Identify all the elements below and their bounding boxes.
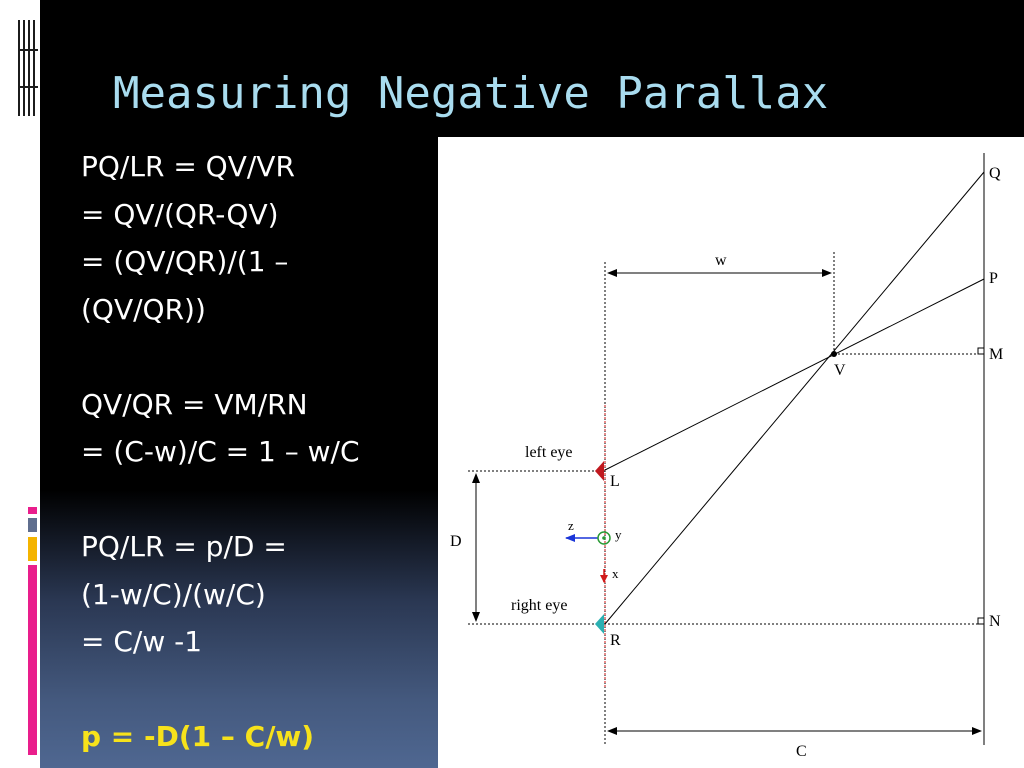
- equation-line: PQ/LR = p/D =: [81, 530, 287, 563]
- equation-line: PQ/LR = QV/VR: [81, 150, 295, 183]
- result-equation: p = -D(1 – C/w): [81, 720, 315, 753]
- accent-bar-gray: [28, 518, 37, 532]
- accent-bar-yellow: [28, 537, 37, 561]
- label-r: R: [610, 632, 621, 649]
- grid-icon: [0, 14, 38, 119]
- sight-line-lp: [604, 278, 985, 471]
- equation-line: QV/QR = VM/RN: [81, 387, 308, 421]
- right-angle-m: [977, 347, 985, 355]
- label-left-eye: left eye: [525, 444, 573, 461]
- label-p: P: [989, 270, 998, 287]
- left-eye-marker: [595, 461, 604, 481]
- equation-line: = (QV/QR)/(1 –: [81, 245, 289, 278]
- equation-line: (QV/QR)): [81, 292, 206, 326]
- equation-line: (1-w/C)/(w/C): [81, 577, 266, 611]
- slide-title: Measuring Negative Parallax: [113, 68, 829, 119]
- equation-block: PQ/LR = QV/VR = QV/(QR-QV) = (QV/QR)/(1 …: [81, 143, 441, 761]
- label-c: C: [796, 743, 807, 760]
- equation-line: = C/w -1: [81, 625, 203, 658]
- label-axis-z: z: [568, 518, 574, 533]
- right-angle-n: [977, 617, 985, 625]
- point-v: [831, 351, 837, 357]
- equation-spacer: [81, 333, 441, 381]
- axis-y-dot: [602, 536, 606, 540]
- equation-line: = (C-w)/C = 1 – w/C: [81, 435, 360, 468]
- label-m: M: [989, 346, 1003, 363]
- right-eye-marker: [595, 614, 604, 634]
- equation-spacer: [81, 666, 441, 714]
- label-right-eye: right eye: [511, 597, 567, 614]
- label-q: Q: [989, 165, 1001, 182]
- parallax-diagram-svg: Q P M V w left eye L D z y x right eye R…: [450, 153, 1003, 760]
- label-d: D: [450, 533, 462, 550]
- accent-bar-top: [28, 507, 37, 514]
- equation-line: = QV/(QR-QV): [81, 197, 279, 231]
- parallax-diagram: Q P M V w left eye L D z y x right eye R…: [438, 137, 1024, 768]
- label-n: N: [989, 613, 1001, 630]
- label-v: V: [834, 362, 846, 379]
- axis-y-symbol: [597, 531, 611, 545]
- decor-strip: [0, 0, 40, 768]
- label-w: w: [715, 252, 727, 269]
- label-l: L: [610, 473, 620, 490]
- sight-line-rq: [604, 171, 985, 625]
- equation-spacer: [81, 476, 441, 524]
- accent-bar-pink: [28, 565, 37, 755]
- label-axis-x: x: [612, 566, 619, 581]
- label-axis-y: y: [615, 527, 622, 542]
